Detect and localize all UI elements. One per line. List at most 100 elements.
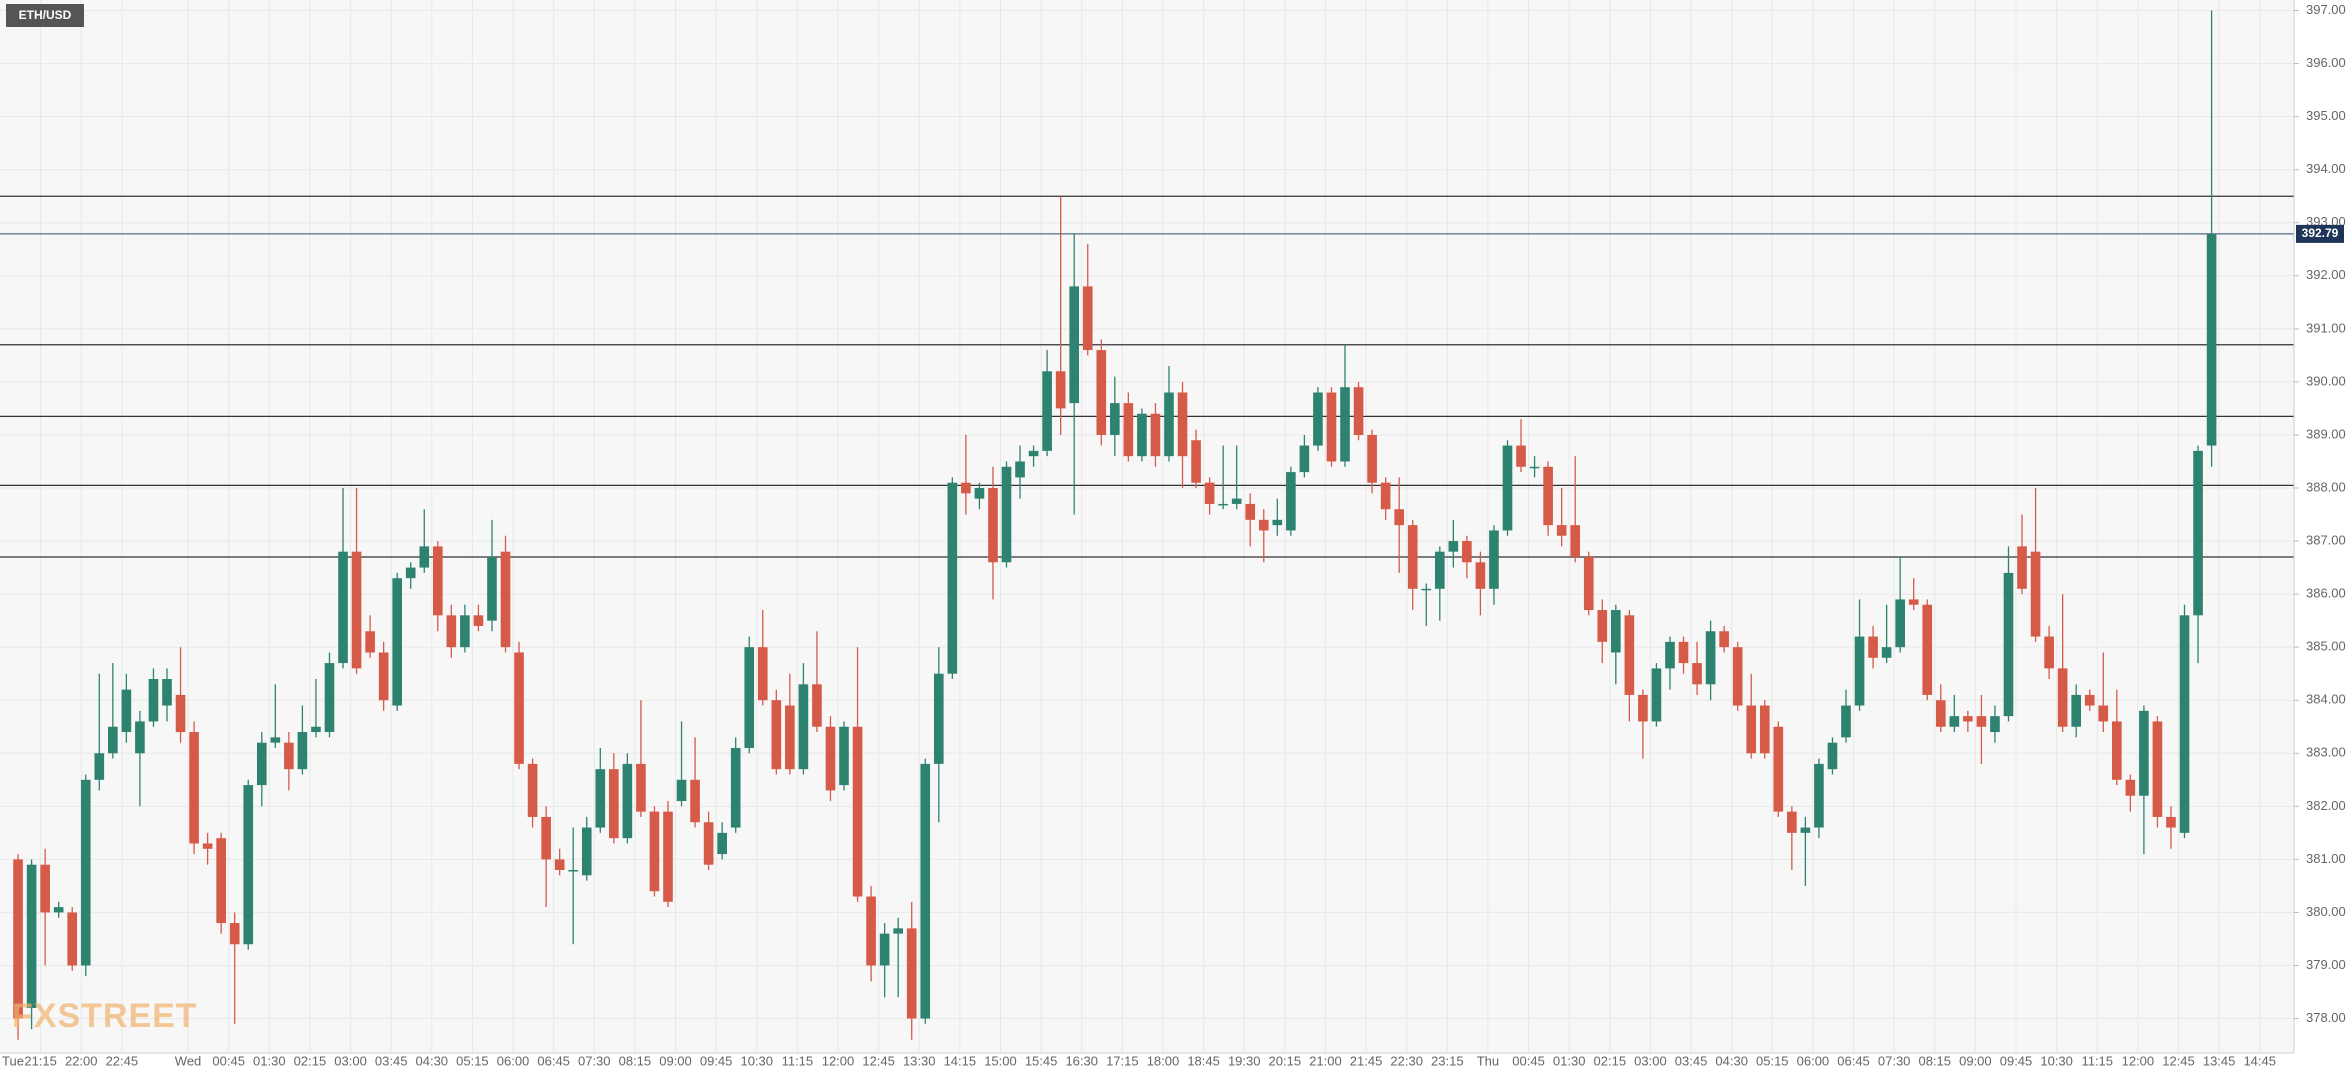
x-tick-label: 05:15 <box>456 1053 489 1068</box>
candle-body <box>1137 413 1147 457</box>
candle-body <box>40 864 50 913</box>
candle-body <box>879 933 890 966</box>
candle-body <box>1746 705 1757 754</box>
candle-body <box>378 652 389 701</box>
y-tick-label: 396.00 <box>2306 55 2346 70</box>
candle-body <box>1773 726 1784 812</box>
candle-body <box>500 551 511 648</box>
candle-body <box>446 615 457 648</box>
candle-body <box>825 726 836 791</box>
x-tick-label: 22:45 <box>106 1053 139 1068</box>
candle-body <box>2030 551 2041 637</box>
y-tick-label: 389.00 <box>2306 426 2346 441</box>
symbol-box <box>6 4 84 27</box>
candle-body <box>1313 392 1323 446</box>
x-tick-label: 02:15 <box>294 1053 327 1068</box>
candle-body <box>1177 392 1188 457</box>
candle-body <box>1841 705 1851 738</box>
candle-body <box>744 647 755 748</box>
y-tick-label: 384.00 <box>2306 692 2346 707</box>
x-tick-label: 15:45 <box>1025 1053 1058 1068</box>
x-tick-label: 06:45 <box>1837 1053 1870 1068</box>
candle-body <box>690 779 700 823</box>
candle-body <box>527 763 538 817</box>
candle-body <box>1854 636 1865 706</box>
candle-body <box>1069 286 1080 404</box>
candle-body <box>2003 572 2014 717</box>
x-tick-label: 21:15 <box>24 1053 57 1068</box>
x-tick-label: 20:15 <box>1269 1053 1302 1068</box>
candle-body <box>1299 445 1310 473</box>
candle-body <box>2166 816 2176 828</box>
candle-body <box>1258 519 1269 531</box>
plot-background <box>0 0 2294 1053</box>
candle-body <box>1326 392 1337 462</box>
candle-body <box>1814 763 1824 828</box>
candle-body <box>392 578 402 706</box>
candle-body <box>1678 641 1689 664</box>
candle-body <box>216 838 226 924</box>
candle-body <box>1963 716 1973 722</box>
candle-body <box>2139 710 2149 796</box>
candle-body <box>2206 233 2217 446</box>
x-tick-label: 05:15 <box>1756 1053 1789 1068</box>
candle-body <box>1516 445 1526 467</box>
x-tick-label: 22:00 <box>65 1053 98 1068</box>
candle-body <box>1719 631 1729 648</box>
candle-body <box>1001 466 1012 563</box>
candle-body <box>1096 350 1107 435</box>
candle-body <box>1272 519 1283 526</box>
candle-body <box>2193 450 2203 616</box>
candle-body <box>1638 694 1648 722</box>
candle-body <box>933 673 944 764</box>
candle-body <box>1827 742 1838 770</box>
candle-body <box>541 816 551 860</box>
candle-body <box>311 726 321 733</box>
candle-body <box>1367 434 1377 483</box>
candle-body <box>297 732 308 770</box>
watermark: FXSTREET <box>12 997 198 1035</box>
candle-body <box>1705 631 1716 685</box>
candle-body <box>1204 482 1215 504</box>
candle-body <box>351 551 362 669</box>
y-tick-label: 386.00 <box>2306 586 2346 601</box>
candle-body <box>1949 716 1960 727</box>
candle-body <box>703 822 714 865</box>
candle-body <box>771 700 782 770</box>
x-tick-label: 06:00 <box>1797 1053 1830 1068</box>
candle-body <box>798 684 809 770</box>
candle-body <box>80 779 91 966</box>
candle-body <box>460 615 470 648</box>
x-tick-label: 00:45 <box>212 1053 245 1068</box>
candle-body <box>1489 530 1499 589</box>
candle-body <box>1895 599 1905 648</box>
candle-body <box>1759 705 1770 754</box>
candle-body <box>1868 636 1878 658</box>
candle-body <box>1665 641 1675 669</box>
x-tick-label: 12:45 <box>2162 1053 2195 1068</box>
candle-body <box>67 912 78 966</box>
x-tick-label: 08:15 <box>619 1053 652 1068</box>
candle-body <box>839 726 849 786</box>
candle-body <box>812 684 822 727</box>
y-tick-label: 395.00 <box>2306 108 2346 123</box>
x-tick-label: 12:00 <box>2122 1053 2155 1068</box>
x-tick-label: 21:00 <box>1309 1053 1342 1068</box>
x-tick-label: 09:00 <box>1959 1053 1992 1068</box>
candle-body <box>1787 811 1797 833</box>
x-tick-label: 19:30 <box>1228 1053 1261 1068</box>
candle-body <box>2098 705 2109 722</box>
candle-body <box>1353 387 1364 435</box>
y-tick-label: 392.00 <box>2306 267 2346 282</box>
candle-body <box>189 732 199 844</box>
candle-body <box>1150 413 1161 457</box>
x-tick-label: 01:30 <box>253 1053 286 1068</box>
candle-body <box>1908 599 1919 605</box>
x-tick-label: 14:45 <box>2243 1053 2276 1068</box>
x-tick-label: 23:15 <box>1431 1053 1464 1068</box>
candle-body <box>1611 610 1621 653</box>
x-tick-label: 03:00 <box>334 1053 367 1068</box>
candle-body <box>1976 716 1987 727</box>
